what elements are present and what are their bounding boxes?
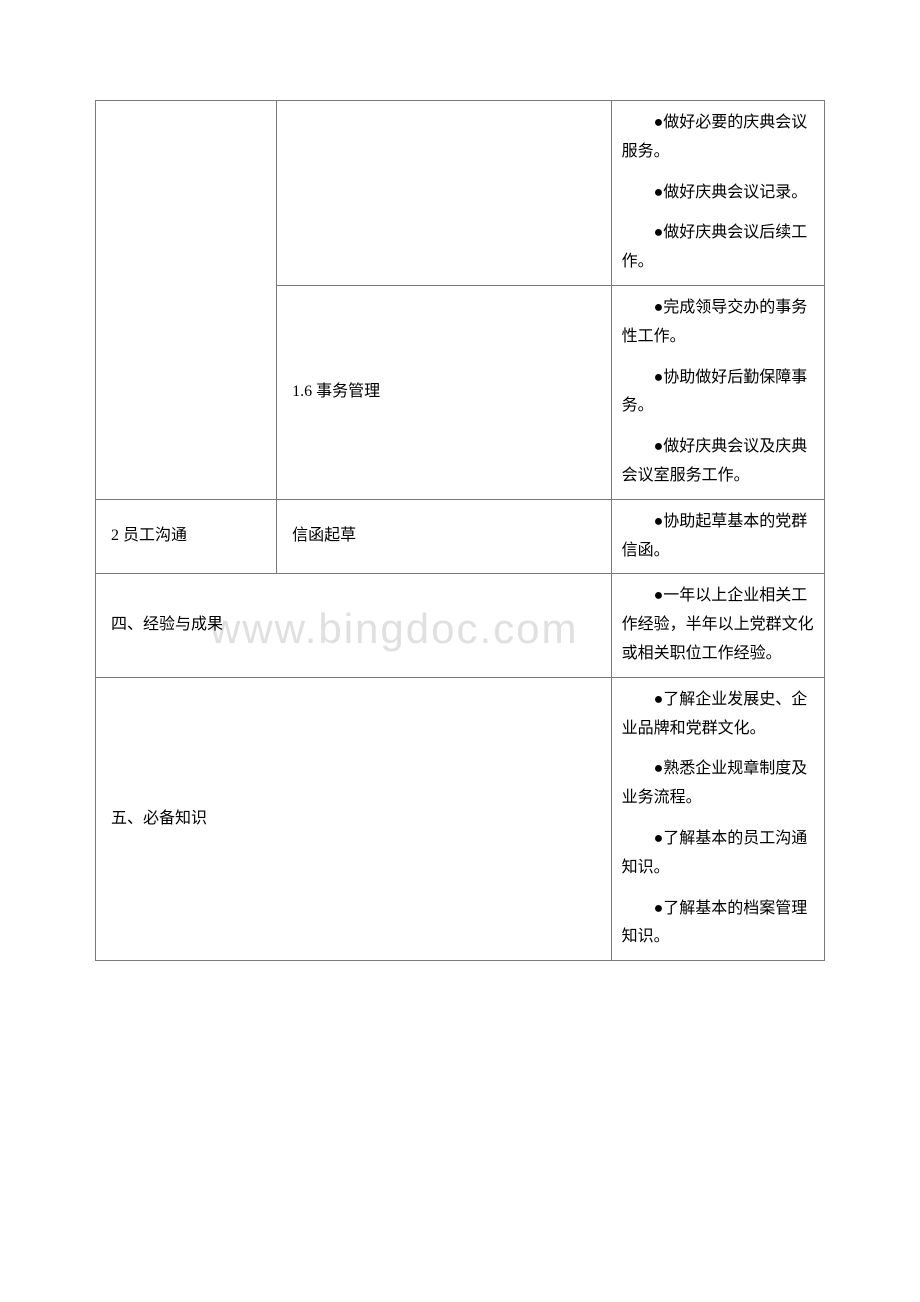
cell-content: ●完成领导交办的事务性工作。 ●协助做好后勤保障事务。 ●做好庆典会议及庆典会议… [611, 285, 824, 499]
bullet-item: ●协助起草基本的党群信函。 [622, 508, 814, 566]
table-row: 2 员工沟通 信函起草 ●协助起草基本的党群信函。 [96, 499, 825, 574]
bullet-item: ●做好庆典会议后续工作。 [622, 219, 814, 277]
cell-content: ●一年以上企业相关工作经验，半年以上党群文化或相关职位工作经验。 [611, 574, 824, 677]
bullet-item: ●做好必要的庆典会议服务。 [622, 109, 814, 167]
cell-section-header: 四、经验与成果 [96, 574, 612, 677]
bullet-item: ●完成领导交办的事务性工作。 [622, 294, 814, 352]
table-row: 四、经验与成果 ●一年以上企业相关工作经验，半年以上党群文化或相关职位工作经验。 [96, 574, 825, 677]
bullet-item: ●熟悉企业规章制度及业务流程。 [622, 755, 814, 813]
cell-label: 1.6 事务管理 [277, 285, 612, 499]
cell-content: ●做好必要的庆典会议服务。 ●做好庆典会议记录。 ●做好庆典会议后续工作。 [611, 101, 824, 286]
main-table: ●做好必要的庆典会议服务。 ●做好庆典会议记录。 ●做好庆典会议后续工作。 1.… [95, 100, 825, 961]
bullet-item: ●了解基本的员工沟通知识。 [622, 825, 814, 883]
table-container: ●做好必要的庆典会议服务。 ●做好庆典会议记录。 ●做好庆典会议后续工作。 1.… [95, 100, 825, 961]
bullet-item: ●了解基本的档案管理知识。 [622, 895, 814, 953]
cell-empty [277, 101, 612, 286]
bullet-item: ●做好庆典会议及庆典会议室服务工作。 [622, 433, 814, 491]
bullet-item: ●做好庆典会议记录。 [622, 179, 814, 208]
cell-content: ●协助起草基本的党群信函。 [611, 499, 824, 574]
cell-label: 2 员工沟通 [96, 499, 277, 574]
bullet-item: ●了解企业发展史、企业品牌和党群文化。 [622, 686, 814, 744]
cell-content: ●了解企业发展史、企业品牌和党群文化。 ●熟悉企业规章制度及业务流程。 ●了解基… [611, 677, 824, 960]
bullet-item: ●一年以上企业相关工作经验，半年以上党群文化或相关职位工作经验。 [622, 582, 814, 668]
table-row: ●做好必要的庆典会议服务。 ●做好庆典会议记录。 ●做好庆典会议后续工作。 [96, 101, 825, 286]
bullet-item: ●协助做好后勤保障事务。 [622, 364, 814, 422]
table-row: 五、必备知识 ●了解企业发展史、企业品牌和党群文化。 ●熟悉企业规章制度及业务流… [96, 677, 825, 960]
cell-empty [96, 101, 277, 500]
cell-section-header: 五、必备知识 [96, 677, 612, 960]
cell-label: 信函起草 [277, 499, 612, 574]
